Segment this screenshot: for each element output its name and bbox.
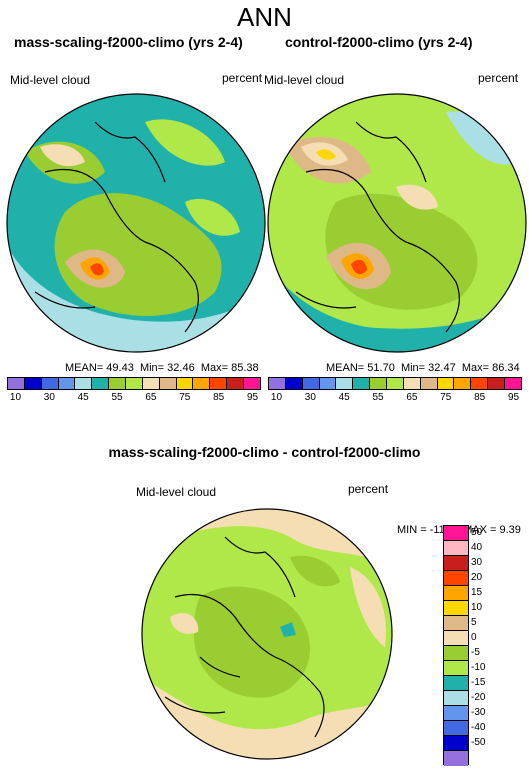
colorbar-box bbox=[159, 378, 177, 389]
colorbar-box bbox=[302, 378, 320, 389]
colorbar-label: 10 bbox=[270, 392, 283, 403]
colorbar-box bbox=[444, 616, 468, 631]
colorbar-box bbox=[471, 378, 489, 389]
colorbar-box bbox=[142, 378, 160, 389]
colorbar-label: 5 bbox=[471, 617, 477, 628]
panel-1-map bbox=[6, 93, 266, 353]
colorbar-box bbox=[444, 631, 468, 646]
colorbar-label: 30 bbox=[43, 392, 55, 403]
panel-1-units: percent bbox=[222, 71, 263, 85]
colorbar-box bbox=[319, 378, 337, 389]
colorbar-label: -30 bbox=[471, 707, 486, 718]
colorbar-box bbox=[444, 706, 468, 721]
colorbar-box bbox=[403, 378, 421, 389]
colorbar-box bbox=[109, 378, 127, 389]
colorbar-box bbox=[210, 378, 228, 389]
colorbar-box bbox=[444, 676, 468, 691]
colorbar-label: -50 bbox=[471, 737, 486, 748]
colorbar-label: 15 bbox=[471, 587, 483, 598]
colorbar-box bbox=[126, 378, 143, 389]
colorbar-label: -15 bbox=[471, 677, 486, 688]
colorbar-box bbox=[444, 661, 468, 676]
colorbar-label: 95 bbox=[507, 392, 520, 403]
difference-colorbar bbox=[443, 525, 469, 766]
difference-colorbar-labels: 50 40 30 20 15 10 5 0 -5 -10 -15 -20 -30 -40 -50 bbox=[471, 525, 511, 765]
colorbar-box bbox=[444, 586, 468, 601]
colorbar-box bbox=[444, 601, 468, 616]
colorbar-label: 75 bbox=[440, 392, 452, 403]
colorbar-box bbox=[444, 571, 468, 586]
colorbar-label: 10 bbox=[9, 392, 22, 403]
panel-1-variable: Mid-level cloud bbox=[10, 73, 91, 87]
colorbar-box bbox=[75, 378, 93, 389]
colorbar-label: 20 bbox=[471, 572, 483, 583]
colorbar-box bbox=[58, 378, 76, 389]
colorbar-box bbox=[24, 378, 42, 389]
panel-2-units: percent bbox=[478, 71, 519, 85]
colorbar-box bbox=[444, 556, 468, 571]
panel-1-stats: MEAN= 49.43 Min= 32.46 Max= 85.38 bbox=[65, 362, 259, 374]
difference-map bbox=[141, 508, 393, 760]
colorbar-label: 85 bbox=[474, 392, 486, 403]
colorbar-label: 85 bbox=[213, 392, 225, 403]
panel-2-map bbox=[267, 93, 527, 353]
colorbar-label: 45 bbox=[77, 392, 89, 403]
colorbar-label: 10 bbox=[471, 602, 483, 613]
colorbar-label: 95 bbox=[246, 392, 259, 403]
colorbar-label: -10 bbox=[471, 662, 486, 673]
colorbar-box bbox=[92, 378, 110, 389]
colorbar-label: -20 bbox=[471, 692, 486, 703]
colorbar-label: 30 bbox=[471, 557, 483, 568]
panel-1-colorbar-labels: 10 30 45 55 65 75 85 95 bbox=[7, 392, 261, 404]
colorbar-box bbox=[444, 736, 468, 751]
colorbar-label: 40 bbox=[471, 542, 483, 553]
panel-1-title: mass-scaling-f2000-climo (yrs 2-4) bbox=[14, 34, 243, 50]
panel-2-variable: Mid-level cloud bbox=[264, 73, 345, 87]
colorbar-box bbox=[176, 378, 194, 389]
colorbar-label: 30 bbox=[304, 392, 316, 403]
colorbar-label: -5 bbox=[471, 647, 480, 658]
colorbar-box bbox=[444, 541, 468, 556]
colorbar-box bbox=[420, 378, 438, 389]
colorbar-box bbox=[227, 378, 245, 389]
colorbar-box bbox=[488, 378, 506, 389]
colorbar-box bbox=[444, 751, 468, 766]
colorbar-box bbox=[269, 378, 286, 389]
colorbar-label: 75 bbox=[179, 392, 191, 403]
colorbar-box bbox=[454, 378, 472, 389]
panel-2-stats: MEAN= 51.70 Min= 32.47 Max= 86.34 bbox=[326, 362, 520, 374]
colorbar-label: 55 bbox=[372, 392, 384, 403]
panel-1-colorbar bbox=[7, 377, 261, 390]
colorbar-box bbox=[353, 378, 371, 389]
difference-title: mass-scaling-f2000-climo - control-f2000… bbox=[108, 444, 421, 460]
colorbar-label: 50 bbox=[471, 527, 483, 538]
colorbar-box bbox=[244, 378, 260, 389]
colorbar-box bbox=[41, 378, 59, 389]
colorbar-label: 65 bbox=[406, 392, 418, 403]
colorbar-label: 0 bbox=[471, 632, 477, 643]
colorbar-box bbox=[8, 378, 25, 389]
figure-title: ANN bbox=[237, 2, 292, 32]
colorbar-label: 45 bbox=[338, 392, 350, 403]
colorbar-box bbox=[285, 378, 303, 389]
colorbar-label: 65 bbox=[145, 392, 157, 403]
colorbar-box bbox=[387, 378, 404, 389]
colorbar-box bbox=[444, 691, 468, 706]
panel-2-colorbar bbox=[268, 377, 522, 390]
colorbar-box bbox=[193, 378, 211, 389]
colorbar-box bbox=[444, 526, 468, 541]
difference-units: percent bbox=[348, 482, 389, 496]
colorbar-box bbox=[370, 378, 388, 389]
colorbar-box bbox=[444, 721, 468, 736]
colorbar-box bbox=[505, 378, 521, 389]
panel-2-colorbar-labels: 10 30 45 55 65 75 85 95 bbox=[268, 392, 522, 404]
colorbar-box bbox=[336, 378, 354, 389]
colorbar-label: -40 bbox=[471, 722, 486, 733]
colorbar-box bbox=[444, 646, 468, 661]
colorbar-box bbox=[437, 378, 455, 389]
difference-variable: Mid-level cloud bbox=[136, 485, 217, 499]
colorbar-label: 55 bbox=[111, 392, 123, 403]
panel-2-title: control-f2000-climo (yrs 2-4) bbox=[285, 34, 473, 50]
